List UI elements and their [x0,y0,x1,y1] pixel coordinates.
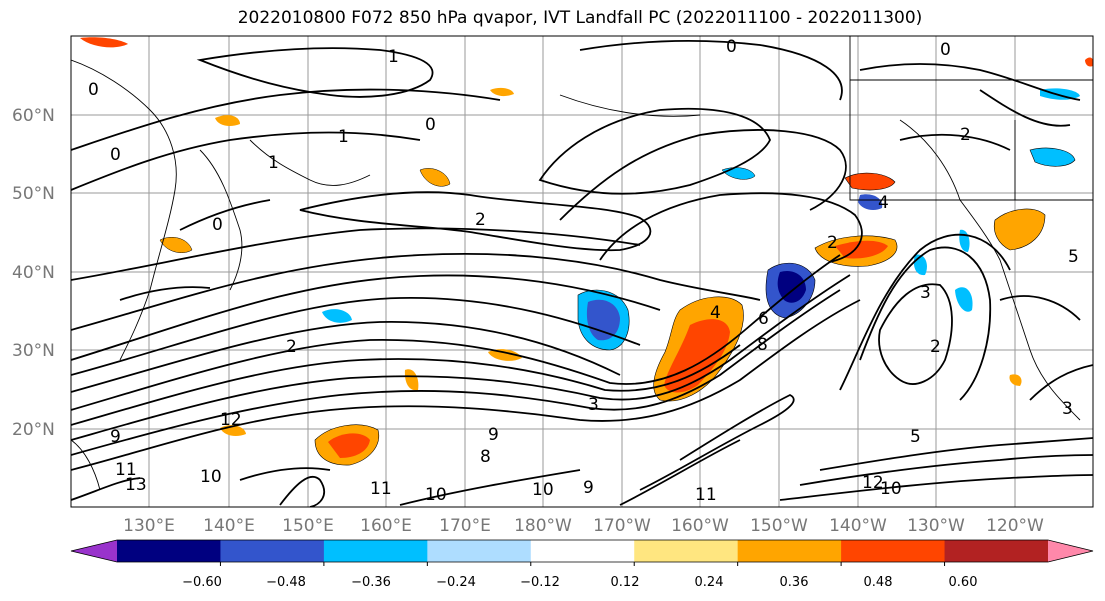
colorbar-swatch [841,540,946,562]
coastlines [71,36,1093,491]
svg-text:10: 10 [200,467,222,487]
colorbar-swatch [323,540,428,562]
svg-text:1: 1 [268,153,279,173]
colorbar-swatch [117,540,221,562]
svg-text:0: 0 [940,40,951,60]
latitude-labels: 60°N 50°N 40°N 30°N 20°N [12,106,55,440]
svg-text:2: 2 [960,125,971,145]
colorbar-swatch [530,540,635,562]
svg-text:3: 3 [588,395,599,415]
svg-text:1: 1 [388,47,399,67]
lon-label: 160°E [360,516,412,536]
colorbar-tick: 0.12 [611,575,640,590]
svg-text:9: 9 [488,425,499,445]
svg-text:12: 12 [862,473,884,493]
svg-text:5: 5 [1068,247,1079,267]
svg-text:12: 12 [220,410,242,430]
svg-text:2: 2 [930,337,941,357]
colorbar-outline [70,539,1094,563]
colorbar-swatch [737,540,842,562]
svg-text:0: 0 [88,80,99,100]
lon-label: 170°E [439,516,491,536]
lon-label: 120°W [986,516,1044,536]
colorbar-swatch [944,540,1049,562]
svg-text:5: 5 [910,427,921,447]
svg-text:0: 0 [212,215,223,235]
lon-label: 140°E [203,516,255,536]
colorbar-tick: −0.36 [351,575,391,590]
svg-text:2: 2 [286,337,297,357]
longitude-labels: 130°E 140°E 150°E 160°E 170°E 180°W 170°… [123,516,1044,536]
svg-text:1: 1 [338,127,349,147]
lon-label: 150°W [750,516,808,536]
svg-text:11: 11 [695,485,717,505]
svg-text:3: 3 [1062,399,1073,419]
svg-text:4: 4 [710,303,721,323]
lon-label: 130°W [907,516,965,536]
map-border [70,35,1094,508]
lon-label: 140°W [829,516,887,536]
colorbar-tick: −0.24 [436,575,476,590]
contour-labels: 0 0 1 0 0 0 1 1 2 2 0 2 4 6 8 4 2 3 2 3 … [88,37,1079,505]
svg-text:11: 11 [370,479,392,499]
colorbar-tick: 0.36 [780,575,809,590]
svg-text:10: 10 [532,480,554,500]
svg-text:8: 8 [757,335,768,355]
lon-label: 180°W [514,516,572,536]
colorbar-swatch [427,540,532,562]
colorbar-tick: −0.12 [520,575,560,590]
colorbar-tick: 0.24 [695,575,724,590]
lat-label: 60°N [12,106,55,126]
lon-label: 150°E [282,516,334,536]
ivt-contours [71,39,1093,507]
svg-text:8: 8 [480,447,491,467]
svg-text:3: 3 [920,283,931,303]
svg-text:0: 0 [726,37,737,57]
lat-label: 50°N [12,184,55,204]
svg-text:0: 0 [110,145,121,165]
svg-text:9: 9 [110,427,121,447]
colorbar-swatch [634,540,739,562]
colorbar-extend-high [1048,540,1093,562]
svg-text:2: 2 [827,233,838,253]
colorbar-swatch [220,540,325,562]
lat-label: 20°N [12,420,55,440]
svg-text:9: 9 [583,478,594,498]
svg-text:10: 10 [425,485,447,505]
colorbar-tick: 0.48 [864,575,893,590]
graticule [71,36,1093,507]
svg-text:2: 2 [475,210,486,230]
svg-text:11: 11 [115,460,137,480]
lon-label: 170°W [593,516,651,536]
colorbar-tick: −0.48 [266,575,306,590]
colorbar-tick: 0.60 [949,575,978,590]
colorbar-extend-low [71,540,117,562]
colorbar-tick-labels: −0.60 −0.48 −0.36 −0.24 −0.12 0.12 0.24 … [182,575,977,590]
svg-text:4: 4 [878,193,889,213]
lon-label: 160°W [671,516,729,536]
svg-text:10: 10 [880,479,902,499]
colorbar-tick: −0.60 [182,575,222,590]
svg-text:13: 13 [125,475,147,495]
svg-text:0: 0 [425,115,436,135]
lat-label: 30°N [12,341,55,361]
svg-text:6: 6 [758,309,769,329]
colorbar [70,539,1094,566]
lat-label: 40°N [12,263,55,283]
map-title: 2022010800 F072 850 hPa qvapor, IVT Land… [237,8,923,28]
lon-label: 130°E [123,516,175,536]
